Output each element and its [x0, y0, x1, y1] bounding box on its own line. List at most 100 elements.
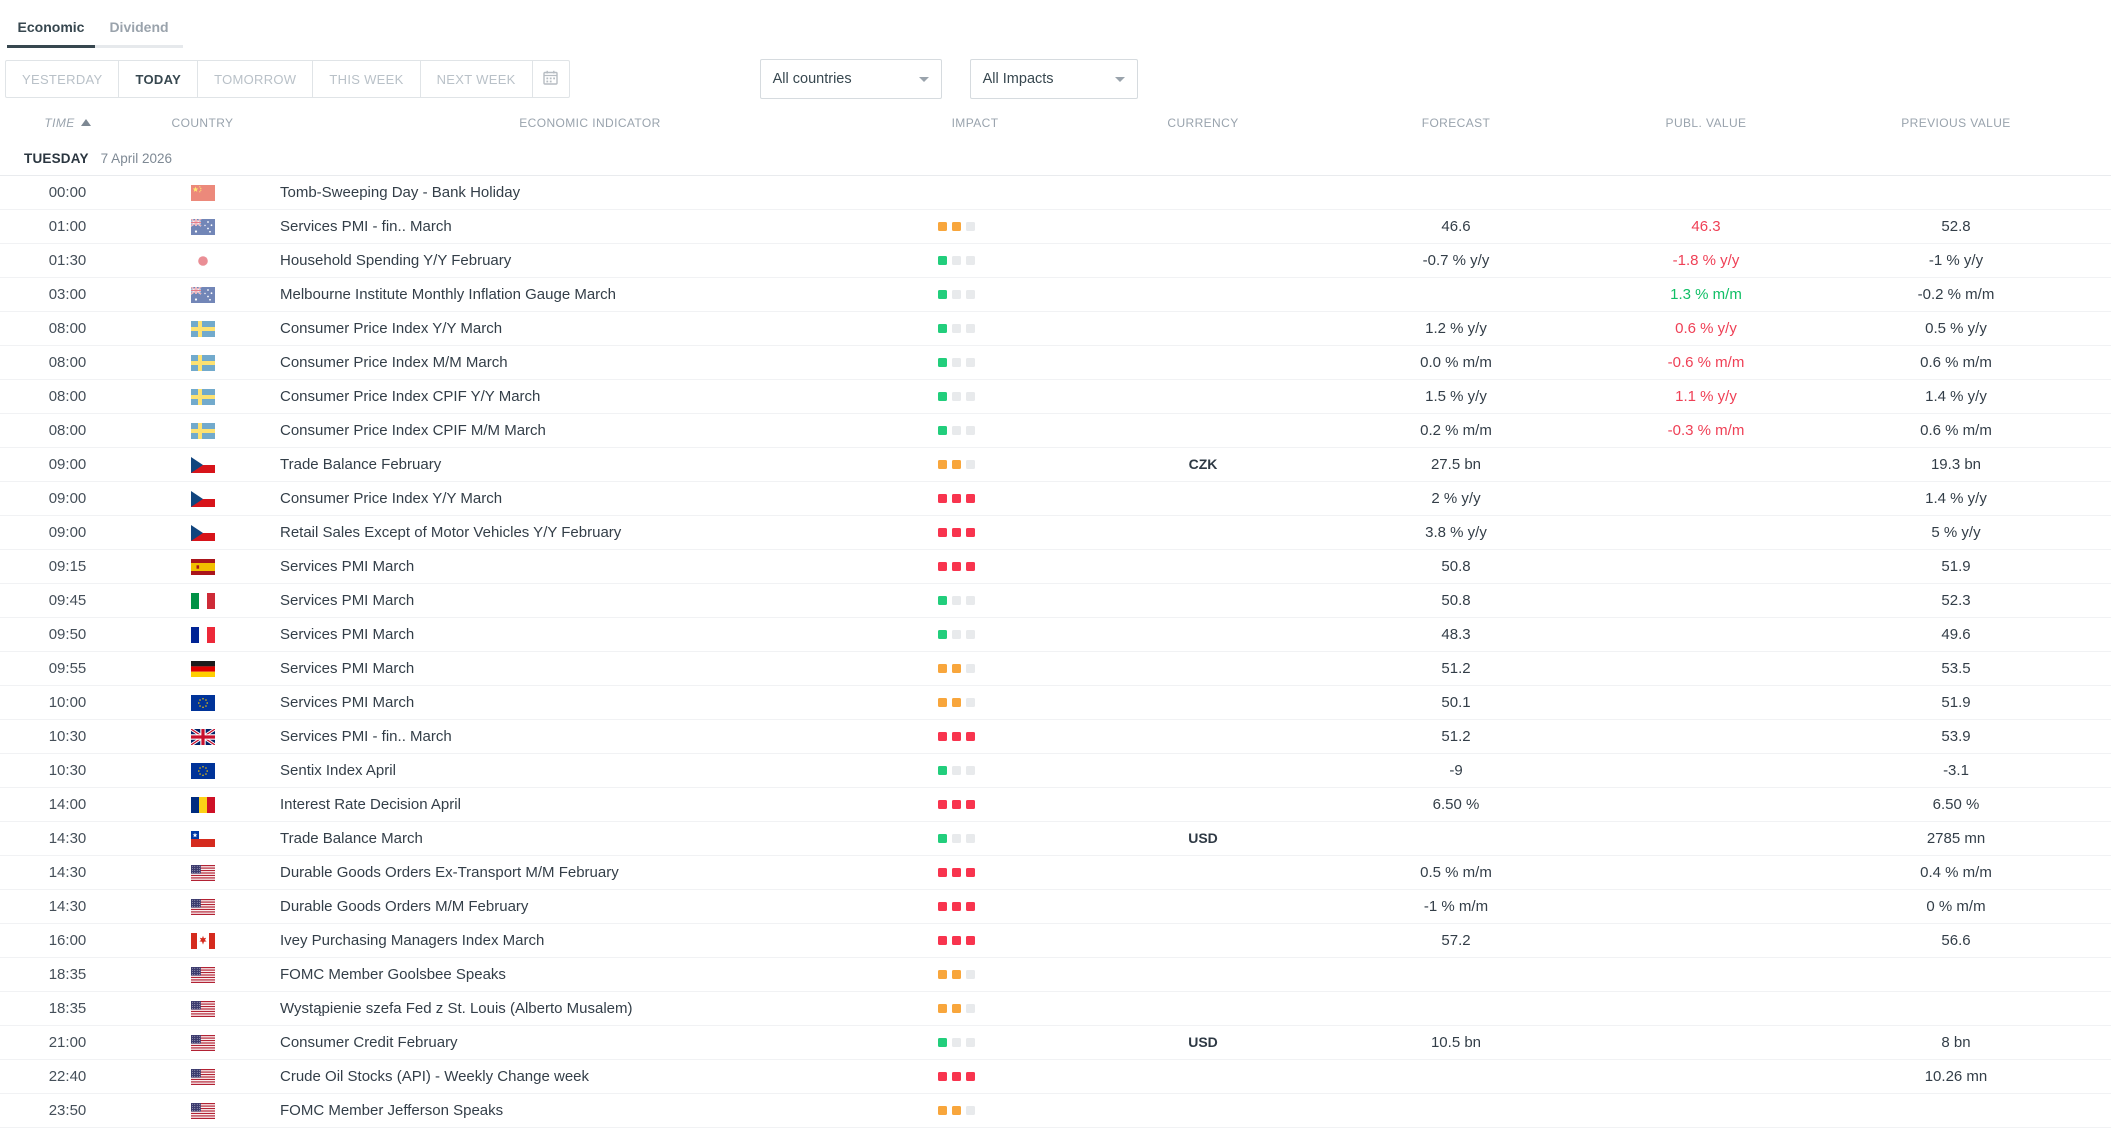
column-header-country[interactable]: COUNTRY: [135, 101, 270, 143]
time-cell: 08:00: [0, 413, 135, 448]
forecast-cell: 2 % y/y: [1366, 481, 1546, 516]
currency-cell: [1040, 243, 1366, 278]
publ-value-cell: [1546, 889, 1866, 924]
table-row[interactable]: 08:00 Consumer Price Index CPIF Y/Y March…: [0, 379, 2111, 414]
column-header-impact[interactable]: IMPACT: [910, 101, 1040, 143]
table-row[interactable]: 08:00 Consumer Price Index Y/Y March 1.2 %…: [0, 311, 2111, 346]
row-spacer: [2046, 447, 2111, 482]
impact-square: [938, 629, 947, 639]
impact-cell: [910, 583, 1040, 618]
impact-square: [966, 1003, 975, 1013]
table-row[interactable]: 09:00 Consumer Price Index Y/Y March 2 % y…: [0, 481, 2111, 516]
economic-calendar-table: TIME COUNTRY ECONOMIC INDICATOR IMPACT CURRE…: [0, 101, 2111, 1128]
impact-filter-select[interactable]: All Impacts: [969, 59, 1138, 99]
impact-square: [938, 289, 947, 299]
country-cell: [135, 923, 270, 958]
table-row[interactable]: 09:55 Services PMI March 51.2 53.5: [0, 651, 2111, 686]
column-header-previous-value[interactable]: PREVIOUS VALUE: [1866, 101, 2046, 143]
country-cell: [135, 685, 270, 720]
table-row[interactable]: 10:30 Sentix Index April -9 -3.1: [0, 753, 2111, 788]
country-filter-select[interactable]: All countries: [759, 59, 942, 99]
table-row[interactable]: 18:35 Wystąpienie szefa Fed z St. Louis (…: [0, 991, 2111, 1026]
publ-value-cell: [1546, 685, 1866, 720]
forecast-cell: [1366, 1059, 1546, 1094]
forecast-cell: 50.1: [1366, 685, 1546, 720]
us-flag-icon: [190, 1033, 215, 1051]
previous-value-cell: [1866, 1093, 2046, 1128]
column-header-currency[interactable]: CURRENCY: [1040, 101, 1366, 143]
indicator-cell: Household Spending Y/Y February: [270, 243, 910, 278]
impact-cell: [910, 855, 1040, 890]
table-row[interactable]: 14:30 Durable Goods Orders Ex-Transport M…: [0, 855, 2111, 890]
country-cell: [135, 753, 270, 788]
tab-economic[interactable]: Economic: [7, 10, 95, 48]
table-row[interactable]: 00:00 Tomb-Sweeping Day - Bank Holiday: [0, 175, 2111, 210]
table-row[interactable]: 21:00 Consumer Credit February USD 10.5 bn 8…: [0, 1025, 2111, 1060]
table-row[interactable]: 09:45 Services PMI March 50.8 52.3: [0, 583, 2111, 618]
row-spacer: [2046, 413, 2111, 448]
indicator-cell: Tomb-Sweeping Day - Bank Holiday: [270, 175, 910, 210]
range-button-yesterday[interactable]: YESTERDAY: [5, 60, 120, 98]
table-row[interactable]: 14:30 Trade Balance March USD 2785 mn: [0, 821, 2111, 856]
table-row[interactable]: 16:00 Ivey Purchasing Managers Index Marc…: [0, 923, 2111, 958]
previous-value-cell: 52.3: [1866, 583, 2046, 618]
table-row[interactable]: 10:00 Services PMI March 50.1 51.9: [0, 685, 2111, 720]
range-button-next-week[interactable]: NEXT WEEK: [419, 60, 533, 98]
table-row[interactable]: 03:00 Melbourne Institute Monthly Inflati…: [0, 277, 2111, 312]
table-row[interactable]: 09:15 Services PMI March 50.8 51.9: [0, 549, 2111, 584]
impact-indicator-high: [911, 901, 1039, 911]
previous-value-cell: 0.4 % m/m: [1866, 855, 2046, 890]
table-header: TIME COUNTRY ECONOMIC INDICATOR IMPACT CURRE…: [0, 101, 2111, 143]
time-cell: 18:35: [0, 991, 135, 1026]
table-row[interactable]: 09:00 Retail Sales Except of Motor Vehicl…: [0, 515, 2111, 550]
sort-ascending-icon: [80, 118, 91, 126]
forecast-cell: -9: [1366, 753, 1546, 788]
table-row[interactable]: 10:30 Services PMI - fin.. March 51.2 53.9: [0, 719, 2111, 754]
impact-square: [952, 629, 961, 639]
table-row[interactable]: 22:40 Crude Oil Stocks (API) - Weekly Cha…: [0, 1059, 2111, 1094]
impact-indicator-low: [911, 629, 1039, 639]
impact-cell: [910, 1059, 1040, 1094]
table-row[interactable]: 08:00 Consumer Price Index CPIF M/M March…: [0, 413, 2111, 448]
table-row[interactable]: 01:30 Household Spending Y/Y February -0.7…: [0, 243, 2111, 278]
range-button-this-week[interactable]: THIS WEEK: [312, 60, 421, 98]
column-header-economic-indicator[interactable]: ECONOMIC INDICATOR: [270, 101, 910, 143]
table-row[interactable]: 09:50 Services PMI March 48.3 49.6: [0, 617, 2111, 652]
impact-cell: [910, 447, 1040, 482]
table-row[interactable]: 18:35 FOMC Member Goolsbee Speaks: [0, 957, 2111, 992]
time-cell: 14:30: [0, 855, 135, 890]
column-header-publ-value[interactable]: PUBL. VALUE: [1546, 101, 1866, 143]
range-button-tomorrow[interactable]: TOMORROW: [197, 60, 314, 98]
table-row[interactable]: 09:00 Trade Balance February CZK 27.5 bn 19.…: [0, 447, 2111, 482]
us-flag-icon: [190, 1101, 215, 1119]
impact-cell: [910, 481, 1040, 516]
previous-value-cell: 0.5 % y/y: [1866, 311, 2046, 346]
impact-square: [966, 935, 975, 945]
table-row[interactable]: 08:00 Consumer Price Index M/M March 0.0 %…: [0, 345, 2111, 380]
tab-dividend[interactable]: Dividend: [95, 10, 183, 48]
table-row[interactable]: 14:00 Interest Rate Decision April 6.50 % 6…: [0, 787, 2111, 822]
currency-cell: [1040, 209, 1366, 244]
currency-cell: [1040, 1059, 1366, 1094]
impact-cell: [910, 685, 1040, 720]
table-row[interactable]: 23:50 FOMC Member Jefferson Speaks: [0, 1093, 2111, 1128]
impact-filter-value: All Impacts: [982, 71, 1054, 87]
impact-cell: [910, 1025, 1040, 1060]
currency-cell: [1040, 753, 1366, 788]
forecast-cell: [1366, 991, 1546, 1026]
impact-square: [938, 901, 947, 911]
table-row[interactable]: 14:30 Durable Goods Orders M/M February -1…: [0, 889, 2111, 924]
forecast-cell: 1.5 % y/y: [1366, 379, 1546, 414]
impact-square: [938, 663, 947, 673]
range-button-today[interactable]: TODAY: [118, 60, 199, 98]
calendar-button[interactable]: [531, 60, 570, 98]
impact-square: [938, 493, 947, 503]
forecast-cell: 57.2: [1366, 923, 1546, 958]
impact-cell: [910, 889, 1040, 924]
column-header-time[interactable]: TIME: [0, 101, 135, 143]
table-row[interactable]: 01:00 Services PMI - fin.. March 46.6 46.3 5…: [0, 209, 2111, 244]
currency-cell: USD: [1040, 1025, 1366, 1060]
previous-value-cell: 10.26 mn: [1866, 1059, 2046, 1094]
column-header-forecast[interactable]: FORECAST: [1366, 101, 1546, 143]
impact-indicator-low: [911, 289, 1039, 299]
